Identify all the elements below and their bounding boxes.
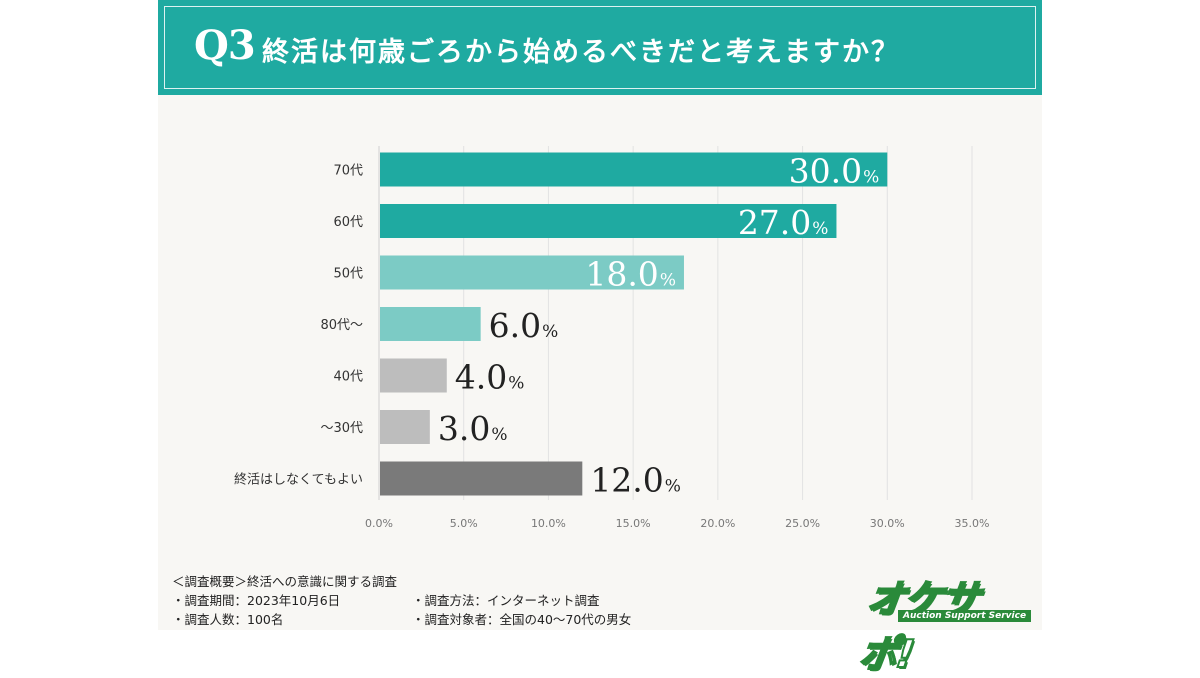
data-label: 12.0% (590, 461, 681, 500)
category-label: 終活はしなくてもよい (234, 472, 363, 488)
survey-target: ・調査対象者：全国の40〜70代の男女 (412, 612, 632, 627)
logo-subtitle: Auction Support Service (898, 610, 1032, 622)
question-number: Q3 (194, 22, 256, 69)
okesapo-logo: オケサポ! Auction Support Service (856, 568, 1032, 677)
bar (380, 410, 430, 444)
x-tick-label: 20.0% (700, 517, 735, 530)
data-label: 27.0% (738, 203, 829, 242)
chart-card: Q3 終活は何歳ごろから始めるべきだと考えますか？ (158, 0, 1042, 630)
data-label: 30.0% (789, 152, 880, 191)
x-tick-label: 30.0% (870, 517, 905, 530)
bar (380, 255, 684, 290)
category-label: 70代 (333, 164, 363, 179)
x-tick-label: 35.0% (955, 517, 990, 530)
survey-overview: ＜調査概要＞終活への意識に関する調査 ・調査期間：2023年10月6日 ・調査人… (172, 572, 397, 629)
category-label: 40代 (333, 370, 363, 385)
x-tick-label: 0.0% (365, 517, 393, 530)
category-label: 60代 (333, 215, 363, 230)
bar (380, 204, 837, 238)
category-label: 〜30代 (320, 421, 363, 436)
bar (380, 461, 583, 496)
bar (380, 307, 481, 341)
survey-period: ・調査期間：2023年10月6日 (172, 593, 341, 608)
survey-method: ・調査方法：インターネット調査 (412, 593, 600, 608)
x-tick-label: 5.0% (450, 517, 478, 530)
logo-text: オケサポ! (856, 576, 983, 677)
question-header: Q3 終活は何歳ごろから始めるべきだと考えますか？ (158, 0, 1042, 95)
survey-count: ・調査人数：100名 (172, 612, 284, 627)
x-tick-label: 25.0% (785, 517, 820, 530)
data-label: 4.0% (455, 358, 525, 397)
data-label: 6.0% (489, 306, 559, 345)
survey-title: ＜調査概要＞終活への意識に関する調査 (172, 574, 398, 589)
question-text: 終活は何歳ごろから始めるべきだと考えますか？ (262, 37, 900, 68)
bar (380, 152, 888, 187)
bar (380, 358, 447, 393)
bar-chart: 0.0% 5.0% 10.0% 15.0% 20.0% 25.0% 30.0% 35.0% 70… (234, 146, 990, 530)
header-border (164, 6, 1036, 89)
category-label: 50代 (333, 267, 363, 282)
survey-overview-2: ・調査方法：インターネット調査 ・調査対象者：全国の40〜70代の男女 (412, 572, 631, 629)
category-label: 80代〜 (320, 318, 363, 333)
x-tick-label: 10.0% (531, 517, 566, 530)
data-label: 18.0% (585, 255, 676, 294)
x-tick-label: 15.0% (616, 517, 651, 530)
data-label: 3.0% (438, 409, 508, 448)
